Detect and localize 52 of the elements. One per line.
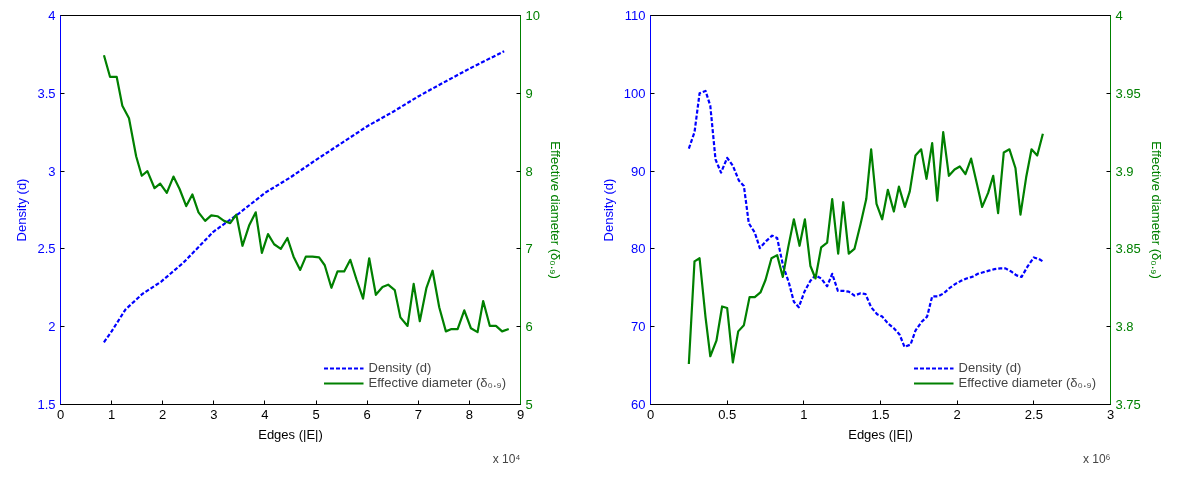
y-tick-label: 4: [48, 8, 56, 23]
y-tick-label: 3.5: [37, 85, 56, 101]
text: x 10⁴: [492, 451, 521, 466]
legend-label: Density (d): [368, 360, 432, 375]
y2-tick-label: 3.8: [1115, 319, 1134, 335]
x-tick-label: 1: [800, 406, 808, 422]
x-axis-title: Edges (|E|): [848, 426, 913, 442]
y-tick-label: 100: [623, 85, 646, 101]
x-tick-label: 9: [516, 406, 525, 422]
legend-label: Effective diameter (δ₀.₉): [958, 375, 1096, 390]
y2-tick-label: 10: [525, 8, 540, 23]
x-tick-label: 1.5: [871, 406, 890, 422]
legend-label: Density (d): [958, 360, 1022, 375]
y-axis-title: Density (d): [600, 178, 616, 242]
x-tick-label: 6: [363, 406, 371, 422]
y2-axis-title: Effective diameter (δ₀.₉): [547, 141, 563, 279]
y2-tick-label: 3.75: [1115, 397, 1141, 412]
x-tick-label: 0: [646, 406, 655, 422]
x-tick-label: 3: [210, 406, 218, 422]
x-tick-label: 3: [1106, 406, 1115, 422]
y-tick-label: 3: [48, 163, 56, 179]
x-tick-label: 1: [108, 406, 116, 422]
y-tick-label: 2: [48, 319, 56, 335]
x-tick-label: 5: [312, 406, 320, 422]
text: x 10⁶: [1082, 451, 1111, 466]
x-tick-label: 2: [159, 406, 167, 422]
y-tick-label: 90: [631, 163, 646, 179]
y2-axis-title: Effective diameter (δ₀.₉): [1148, 141, 1164, 279]
legend-label: Effective diameter (δ₀.₉): [368, 375, 506, 390]
y2-tick-label: 9: [525, 85, 533, 101]
y2-tick-label: 6: [525, 319, 533, 335]
x-tick-label: 0: [56, 406, 65, 422]
x-axis-title: Edges (|E|): [258, 426, 323, 442]
x-tick-label: 7: [414, 406, 422, 422]
y2-tick-label: 7: [525, 241, 533, 257]
y-tick-label: 80: [631, 241, 646, 257]
y-tick-label: 60: [631, 397, 646, 412]
y2-tick-label: 8: [525, 163, 533, 179]
x-tick-label: 0.5: [718, 406, 737, 422]
x-tick-label: 8: [465, 406, 474, 422]
y-tick-label: 110: [624, 8, 646, 23]
y-tick-label: 70: [631, 319, 646, 335]
y2-tick-label: 3.9: [1115, 163, 1134, 179]
line-series: [687, 89, 1044, 349]
y-tick-label: 2.5: [37, 241, 56, 257]
x-tick-label: 2: [953, 406, 961, 422]
x-tick-label: 4: [261, 406, 269, 422]
y2-tick-label: 3.95: [1115, 85, 1141, 101]
y2-tick-label: 4: [1115, 8, 1123, 23]
y2-tick-label: 3.85: [1115, 241, 1141, 257]
y-axis-title: Density (d): [14, 178, 30, 242]
x-tick-label: 2.5: [1024, 406, 1043, 422]
